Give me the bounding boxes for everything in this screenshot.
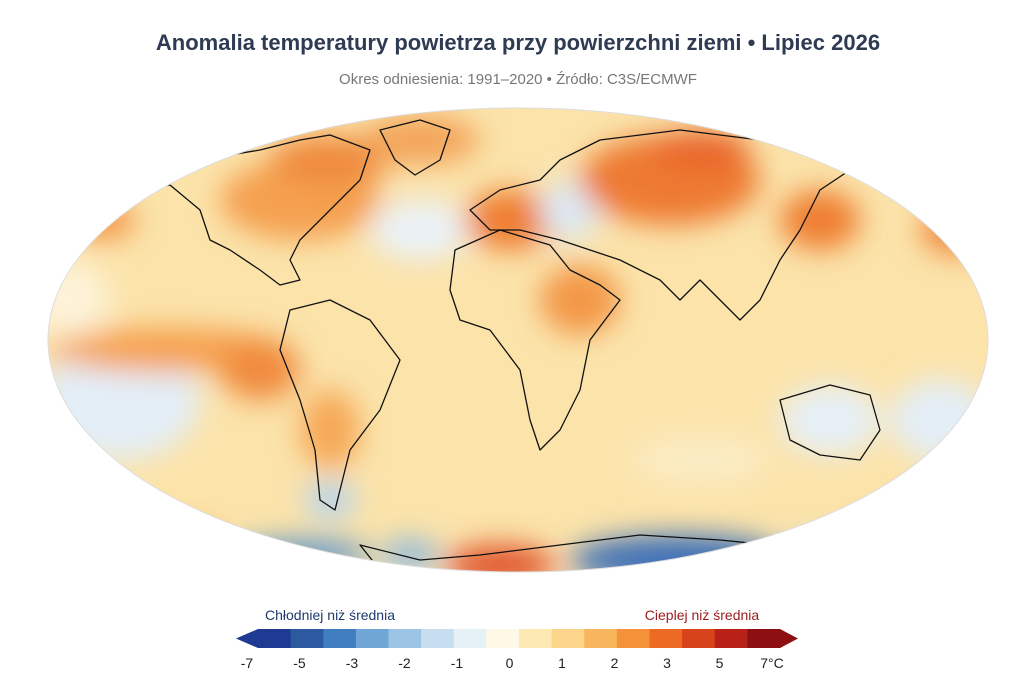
- colorbar-tick-label: 0: [506, 655, 514, 671]
- title: Anomalia temperatury powietrza przy powi…: [156, 30, 880, 55]
- colorbar-bin: [453, 629, 487, 648]
- colorbar-bin: [682, 629, 716, 648]
- cold-label: Chłodniej niż średnia: [265, 607, 395, 623]
- colorbar-tick-label: 3: [663, 655, 671, 671]
- colorbar-bin: [649, 629, 683, 648]
- colorbar-bin: [388, 629, 422, 648]
- colorbar-bin: [290, 629, 324, 648]
- colorbar-bin: [616, 629, 650, 648]
- subtitle: Okres odniesienia: 1991–2020 • Źródło: C…: [339, 71, 697, 88]
- colorbar-tick-label: -2: [398, 655, 411, 671]
- warm-label: Cieplej niż średnia: [645, 607, 760, 623]
- colorbar-bin: [486, 629, 520, 648]
- colorbar: -7 -5 -3 -2 -1 0 1 2 3 5 7°C: [236, 629, 798, 671]
- colorbar-bin: [355, 629, 389, 648]
- colorbar-bin: [258, 629, 292, 648]
- colorbar-tick-label: -7: [241, 655, 254, 671]
- colorbar-bin: [323, 629, 357, 648]
- colorbar-tick-label: -1: [451, 655, 464, 671]
- map-border: [47, 107, 989, 573]
- colorbar-tick-label: 1: [558, 655, 566, 671]
- colorbar-tick-label: -3: [346, 655, 359, 671]
- colorbar-tick-label: 2: [611, 655, 619, 671]
- colorbar-bin: [551, 629, 585, 648]
- colorbar-arrow-right: [780, 629, 798, 648]
- colorbar-bin: [519, 629, 553, 648]
- colorbar-arrow-left: [236, 629, 258, 648]
- colorbar-bin: [584, 629, 618, 648]
- map: [48, 108, 988, 572]
- colorbar-tick-label: -5: [293, 655, 306, 671]
- colorbar-bin: [747, 629, 781, 648]
- colorbar-tick-label: 7°C: [760, 655, 784, 671]
- colorbar-bin: [714, 629, 748, 648]
- colorbar-bin: [421, 629, 455, 648]
- colorbar-tick-label: 5: [716, 655, 724, 671]
